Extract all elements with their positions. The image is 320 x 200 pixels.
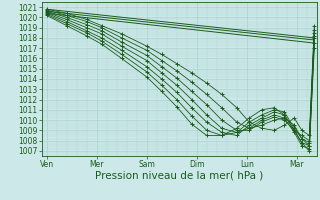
X-axis label: Pression niveau de la mer( hPa ): Pression niveau de la mer( hPa ) bbox=[95, 171, 263, 181]
